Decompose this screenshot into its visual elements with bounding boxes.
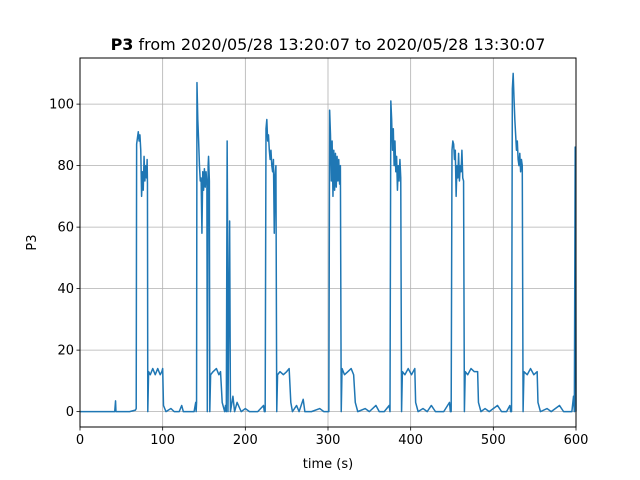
chart-title-bold: P3 [111,35,134,54]
chart-title: P3 from 2020/05/28 13:20:07 to 2020/05/2… [111,35,546,54]
x-tick-label: 600 [564,433,589,448]
y-tick-label: 60 [57,221,74,236]
y-tick-label: 80 [57,159,74,174]
y-tick-label: 20 [57,344,74,359]
axis-ticks: 0 100 200 300 400 500 600 0 20 40 60 80 100 [49,98,588,448]
x-tick-label: 0 [76,433,84,448]
y-tick-label: 40 [57,282,74,297]
x-tick-label: 200 [233,433,258,448]
x-axis-label: time (s) [303,457,353,472]
series-line [80,72,577,413]
x-tick-label: 300 [316,433,341,448]
chart-title-rest: from 2020/05/28 13:20:07 to 2020/05/28 1… [133,35,545,54]
x-tick-label: 500 [481,433,506,448]
x-tick-label: 100 [150,433,175,448]
y-axis-label: P3 [25,234,40,250]
y-tick-label: 0 [66,405,74,420]
x-tick-label: 400 [398,433,423,448]
y-tick-label: 100 [49,98,74,113]
data-series-layer [80,72,577,413]
